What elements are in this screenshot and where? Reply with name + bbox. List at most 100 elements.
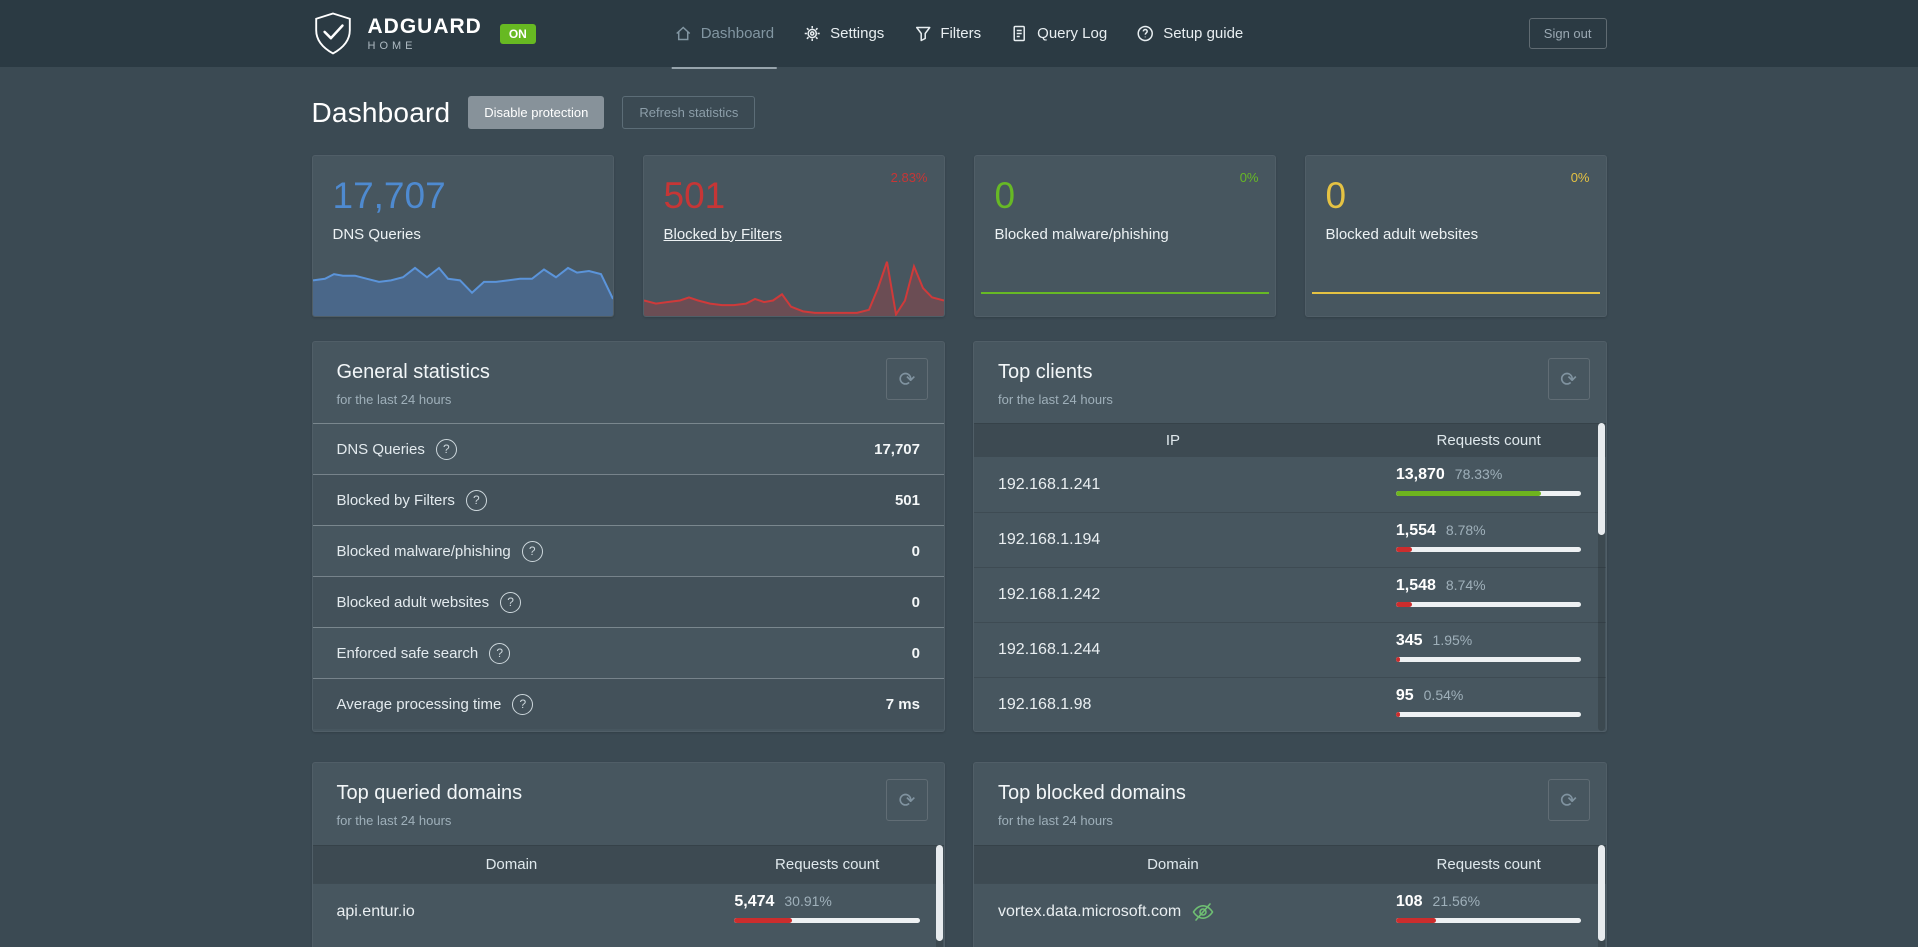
help-icon[interactable]: ? — [500, 591, 522, 613]
scrollbar-thumb[interactable] — [1597, 423, 1605, 535]
nav-item-dashboard[interactable]: Dashboard — [660, 0, 789, 69]
panel-subtitle: for the last 24 hours — [998, 392, 1113, 407]
brand-subtitle: HOME — [367, 39, 417, 52]
top-navbar: ADGUARD HOME ON Dashboard Settings Filte… — [0, 0, 1918, 69]
refresh-panel-button[interactable]: ⟳ — [1547, 358, 1590, 400]
clients-table-body: 192.168.1.241 13,870 78.33% 192.168.1.194… — [974, 457, 1606, 731]
dns-queries-label: DNS Queries — [332, 225, 421, 243]
stat-cards-row: 17,707 DNS Queries 2.83% 501 Blocked by … — [311, 155, 1607, 317]
requests-progress-bar — [1395, 547, 1582, 552]
scrollbar-track — [1597, 423, 1605, 731]
stat-row: Blocked by Filters? 501 — [312, 474, 944, 525]
client-row: 192.168.1.194 1,554 8.78% — [974, 512, 1606, 567]
panel-title: Top queried domains — [336, 782, 523, 804]
refresh-icon: ⟳ — [1560, 789, 1577, 812]
help-icon[interactable]: ? — [521, 540, 543, 562]
document-icon — [1013, 25, 1026, 42]
flat-sparkline — [980, 292, 1269, 294]
help-icon[interactable]: ? — [512, 693, 534, 715]
requests-progress-bar — [1395, 602, 1582, 607]
panel-subtitle: for the last 24 hours — [998, 813, 1113, 828]
column-header-requests: Requests count — [1436, 856, 1541, 873]
refresh-icon: ⟳ — [1560, 368, 1577, 391]
card-dns-queries: 17,707 DNS Queries — [311, 155, 614, 317]
requests-progress-bar — [734, 918, 920, 923]
nav-item-settings[interactable]: Settings — [789, 0, 899, 67]
blocked-filters-sparkline — [643, 254, 944, 316]
client-ip: 192.168.1.242 — [998, 586, 1101, 603]
blocked-malware-value: 0 — [994, 175, 1016, 216]
client-row: 192.168.1.98 95 0.54% — [974, 677, 1606, 731]
column-header-requests: Requests count — [775, 856, 880, 873]
client-row: 192.168.1.241 13,870 78.33% — [974, 457, 1606, 512]
domain-row: vortex.data.microsoft.com 108 21.56% — [974, 883, 1606, 939]
queried-domain: api.entur.io — [336, 902, 415, 920]
column-header-requests: Requests count — [1436, 432, 1541, 449]
panel-title: General statistics — [336, 361, 490, 383]
home-icon — [676, 26, 691, 41]
dns-queries-value: 17,707 — [332, 175, 446, 216]
trend-value: 0% — [1239, 170, 1259, 185]
top-blocked-domains-panel: Top blocked domains for the last 24 hour… — [973, 762, 1607, 947]
card-blocked-malware: 0% 0 Blocked malware/phishing — [973, 155, 1276, 317]
client-ip: 192.168.1.241 — [998, 475, 1101, 493]
trend-value: 0% — [1570, 170, 1590, 185]
refresh-statistics-button[interactable]: Refresh statistics — [622, 96, 756, 129]
general-statistics-panel: General statistics for the last 24 hours… — [311, 341, 945, 732]
page-title: Dashboard — [311, 96, 451, 128]
blocked-table-header: Domain Requests count — [974, 845, 1606, 883]
dns-queries-sparkline — [312, 254, 613, 316]
client-row: 192.168.1.242 1,548 8.74% — [974, 567, 1606, 622]
brand-name: ADGUARD — [367, 14, 482, 38]
panel-subtitle: for the last 24 hours — [336, 813, 452, 828]
stat-row: Blocked malware/phishing? 0 — [312, 525, 944, 576]
refresh-panel-button[interactable]: ⟳ — [886, 779, 928, 821]
nav-item-filters[interactable]: Filters — [899, 0, 996, 67]
trend-value: 2.83% — [890, 170, 928, 185]
card-blocked-adult: 0% 0 Blocked adult websites — [1304, 155, 1607, 317]
nav-item-setup-guide[interactable]: Setup guide — [1122, 0, 1258, 67]
main-nav: Dashboard Settings Filters Query Log Set… — [660, 0, 1259, 69]
stat-row: Enforced safe search? 0 — [312, 627, 944, 678]
blocked-filters-link[interactable]: Blocked by Filters — [663, 225, 782, 243]
card-blocked-by-filters: 2.83% 501 Blocked by Filters — [642, 155, 945, 317]
refresh-panel-button[interactable]: ⟳ — [1547, 779, 1590, 821]
refresh-icon: ⟳ — [898, 789, 916, 812]
panel-subtitle: for the last 24 hours — [336, 392, 452, 407]
blocked-adult-label: Blocked adult websites — [1325, 225, 1479, 243]
protection-status-badge: ON — [499, 23, 536, 44]
adguard-home-logo[interactable]: ADGUARD HOME ON — [312, 11, 536, 57]
stat-row: Average processing time? 7 ms — [312, 678, 944, 729]
blocked-adult-value: 0 — [1325, 175, 1347, 216]
client-ip: 192.168.1.194 — [998, 531, 1101, 548]
question-circle-icon — [1137, 25, 1154, 42]
client-row: 192.168.1.244 345 1.95% — [974, 622, 1606, 677]
top-queried-domains-panel: Top queried domains for the last 24 hour… — [311, 762, 945, 947]
domain-row: api.entur.io 5,474 30.91% — [312, 883, 944, 939]
column-header-domain: Domain — [485, 856, 538, 873]
scrollbar-thumb[interactable] — [936, 845, 943, 941]
help-icon[interactable]: ? — [465, 489, 487, 511]
eye-slash-icon — [1192, 902, 1214, 921]
help-icon[interactable]: ? — [489, 642, 511, 664]
blocked-domain: vortex.data.microsoft.com — [998, 902, 1182, 920]
scrollbar-thumb[interactable] — [1597, 845, 1605, 941]
refresh-panel-button[interactable]: ⟳ — [886, 358, 928, 400]
clients-table-header: IP Requests count — [974, 423, 1606, 457]
nav-item-query-log[interactable]: Query Log — [996, 0, 1122, 67]
requests-progress-bar — [1395, 657, 1582, 662]
blocked-malware-label: Blocked malware/phishing — [994, 225, 1169, 243]
blocked-filters-value: 501 — [663, 175, 726, 216]
disable-protection-button[interactable]: Disable protection — [468, 96, 605, 129]
queried-table-header: Domain Requests count — [312, 845, 944, 883]
shield-check-icon — [314, 12, 351, 55]
panel-title: Top blocked domains — [998, 782, 1186, 804]
sign-out-button[interactable]: Sign out — [1528, 18, 1607, 49]
top-clients-panel: Top clients for the last 24 hours ⟳ IP R… — [973, 341, 1607, 732]
stat-row: Blocked adult websites? 0 — [312, 576, 944, 627]
requests-progress-bar — [1395, 712, 1582, 717]
help-icon[interactable]: ? — [435, 438, 457, 460]
column-header-ip: IP — [1165, 432, 1181, 449]
stat-row: DNS Queries? 17,707 — [312, 423, 944, 474]
flat-sparkline — [1311, 292, 1600, 294]
